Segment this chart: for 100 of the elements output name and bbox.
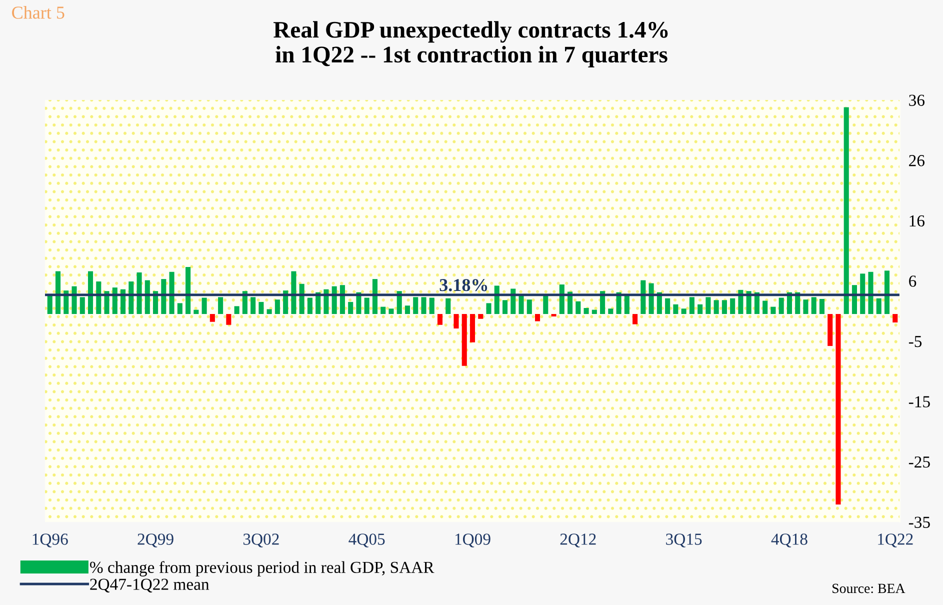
bar: [478, 314, 484, 319]
bar: [689, 297, 694, 314]
x-tick-label: 2Q99: [138, 534, 174, 548]
y-tick-label: 36: [909, 94, 925, 106]
bar: [96, 281, 102, 314]
bar: [510, 288, 516, 314]
bar: [161, 279, 166, 314]
x-tick-label: 3Q02: [243, 534, 279, 548]
y-tick-label: -35: [908, 516, 930, 528]
caption: Chart 5: [12, 6, 64, 19]
bar: [266, 309, 272, 314]
bar: [730, 298, 736, 314]
source-note: Source: BEA: [832, 584, 906, 594]
bar: [446, 298, 451, 314]
bar: [250, 297, 256, 314]
bar: [494, 286, 500, 314]
bar: [502, 300, 508, 314]
bar: [299, 284, 304, 314]
bar: [698, 304, 703, 314]
bar: [714, 300, 719, 314]
bar: [169, 272, 174, 314]
bar: [770, 306, 776, 314]
bar: [80, 297, 85, 314]
y-tick-label: -15: [908, 396, 930, 408]
bar: [892, 314, 898, 322]
bar: [291, 271, 296, 314]
bar: [274, 300, 280, 314]
bar: [340, 285, 345, 314]
bar: [144, 280, 150, 314]
x-tick-label: 1Q96: [32, 534, 68, 548]
chart-title: Real GDP unexpectedly contracts 1.4% in 1Q22 -- 1st contraction in 7 quarters: [274, 21, 668, 68]
bar: [364, 298, 370, 314]
bar: [706, 297, 711, 314]
bar: [844, 107, 849, 314]
bar: [372, 279, 378, 314]
x-tick-label: 4Q05: [348, 534, 385, 548]
bar: [868, 272, 874, 314]
bar: [624, 294, 630, 314]
bar: [543, 295, 548, 314]
bar: [608, 308, 614, 314]
y-tick-label: -5: [908, 336, 922, 348]
legend-label: % change from previous period in real GDP, SAAR: [90, 561, 434, 576]
bar: [462, 314, 467, 366]
bar: [177, 303, 182, 314]
bar: [681, 308, 686, 314]
bar: [852, 285, 858, 314]
bar: [421, 297, 426, 314]
bar: [803, 300, 808, 314]
bar: [576, 301, 581, 314]
x-tick-label: 1Q09: [455, 534, 490, 548]
bar: [535, 314, 540, 322]
bar: [194, 310, 199, 314]
bar: [884, 270, 890, 314]
x-tick-label: 3Q15: [666, 534, 702, 548]
bar: [218, 297, 224, 314]
bar: [762, 300, 768, 314]
bar: [673, 304, 678, 314]
bar: [47, 294, 52, 314]
bar: [258, 302, 264, 314]
annotation: 3.18%: [440, 278, 488, 292]
bar: [665, 298, 670, 314]
bar: [186, 266, 191, 314]
bar: [811, 297, 816, 314]
bar: [470, 314, 476, 342]
bar: [88, 271, 94, 314]
bar: [876, 298, 882, 314]
x-tick-label: 2Q12: [560, 534, 596, 548]
bar: [307, 298, 312, 314]
y-tick-label: -25: [908, 456, 930, 468]
bar: [429, 298, 434, 314]
bar: [234, 306, 240, 314]
x-tick-label: 4Q18: [771, 534, 808, 548]
y-tick-label: 26: [909, 155, 925, 166]
bar: [640, 280, 646, 314]
bar: [136, 272, 142, 314]
bar: [210, 314, 215, 322]
y-tick-label: 16: [910, 215, 925, 227]
bar: [526, 300, 532, 314]
bar: [380, 306, 386, 314]
bar: [413, 297, 418, 314]
bar: [226, 314, 232, 325]
bar: [404, 306, 410, 314]
bar: [72, 286, 77, 314]
bar: [632, 314, 638, 324]
bar: [584, 308, 589, 314]
bar: [819, 298, 824, 314]
y-tick-label: 6: [909, 276, 916, 287]
bar: [55, 271, 61, 314]
bar: [486, 303, 492, 314]
bar: [202, 298, 207, 314]
bar: [860, 274, 866, 314]
bar: [454, 314, 459, 328]
bar: [836, 314, 841, 505]
bar: [592, 310, 597, 314]
bar: [722, 300, 727, 314]
bar: [388, 308, 394, 314]
legend-label: 2Q47-1Q22 mean: [90, 578, 210, 592]
bar: [518, 294, 524, 314]
bar: [828, 314, 833, 346]
bar: [128, 281, 134, 314]
